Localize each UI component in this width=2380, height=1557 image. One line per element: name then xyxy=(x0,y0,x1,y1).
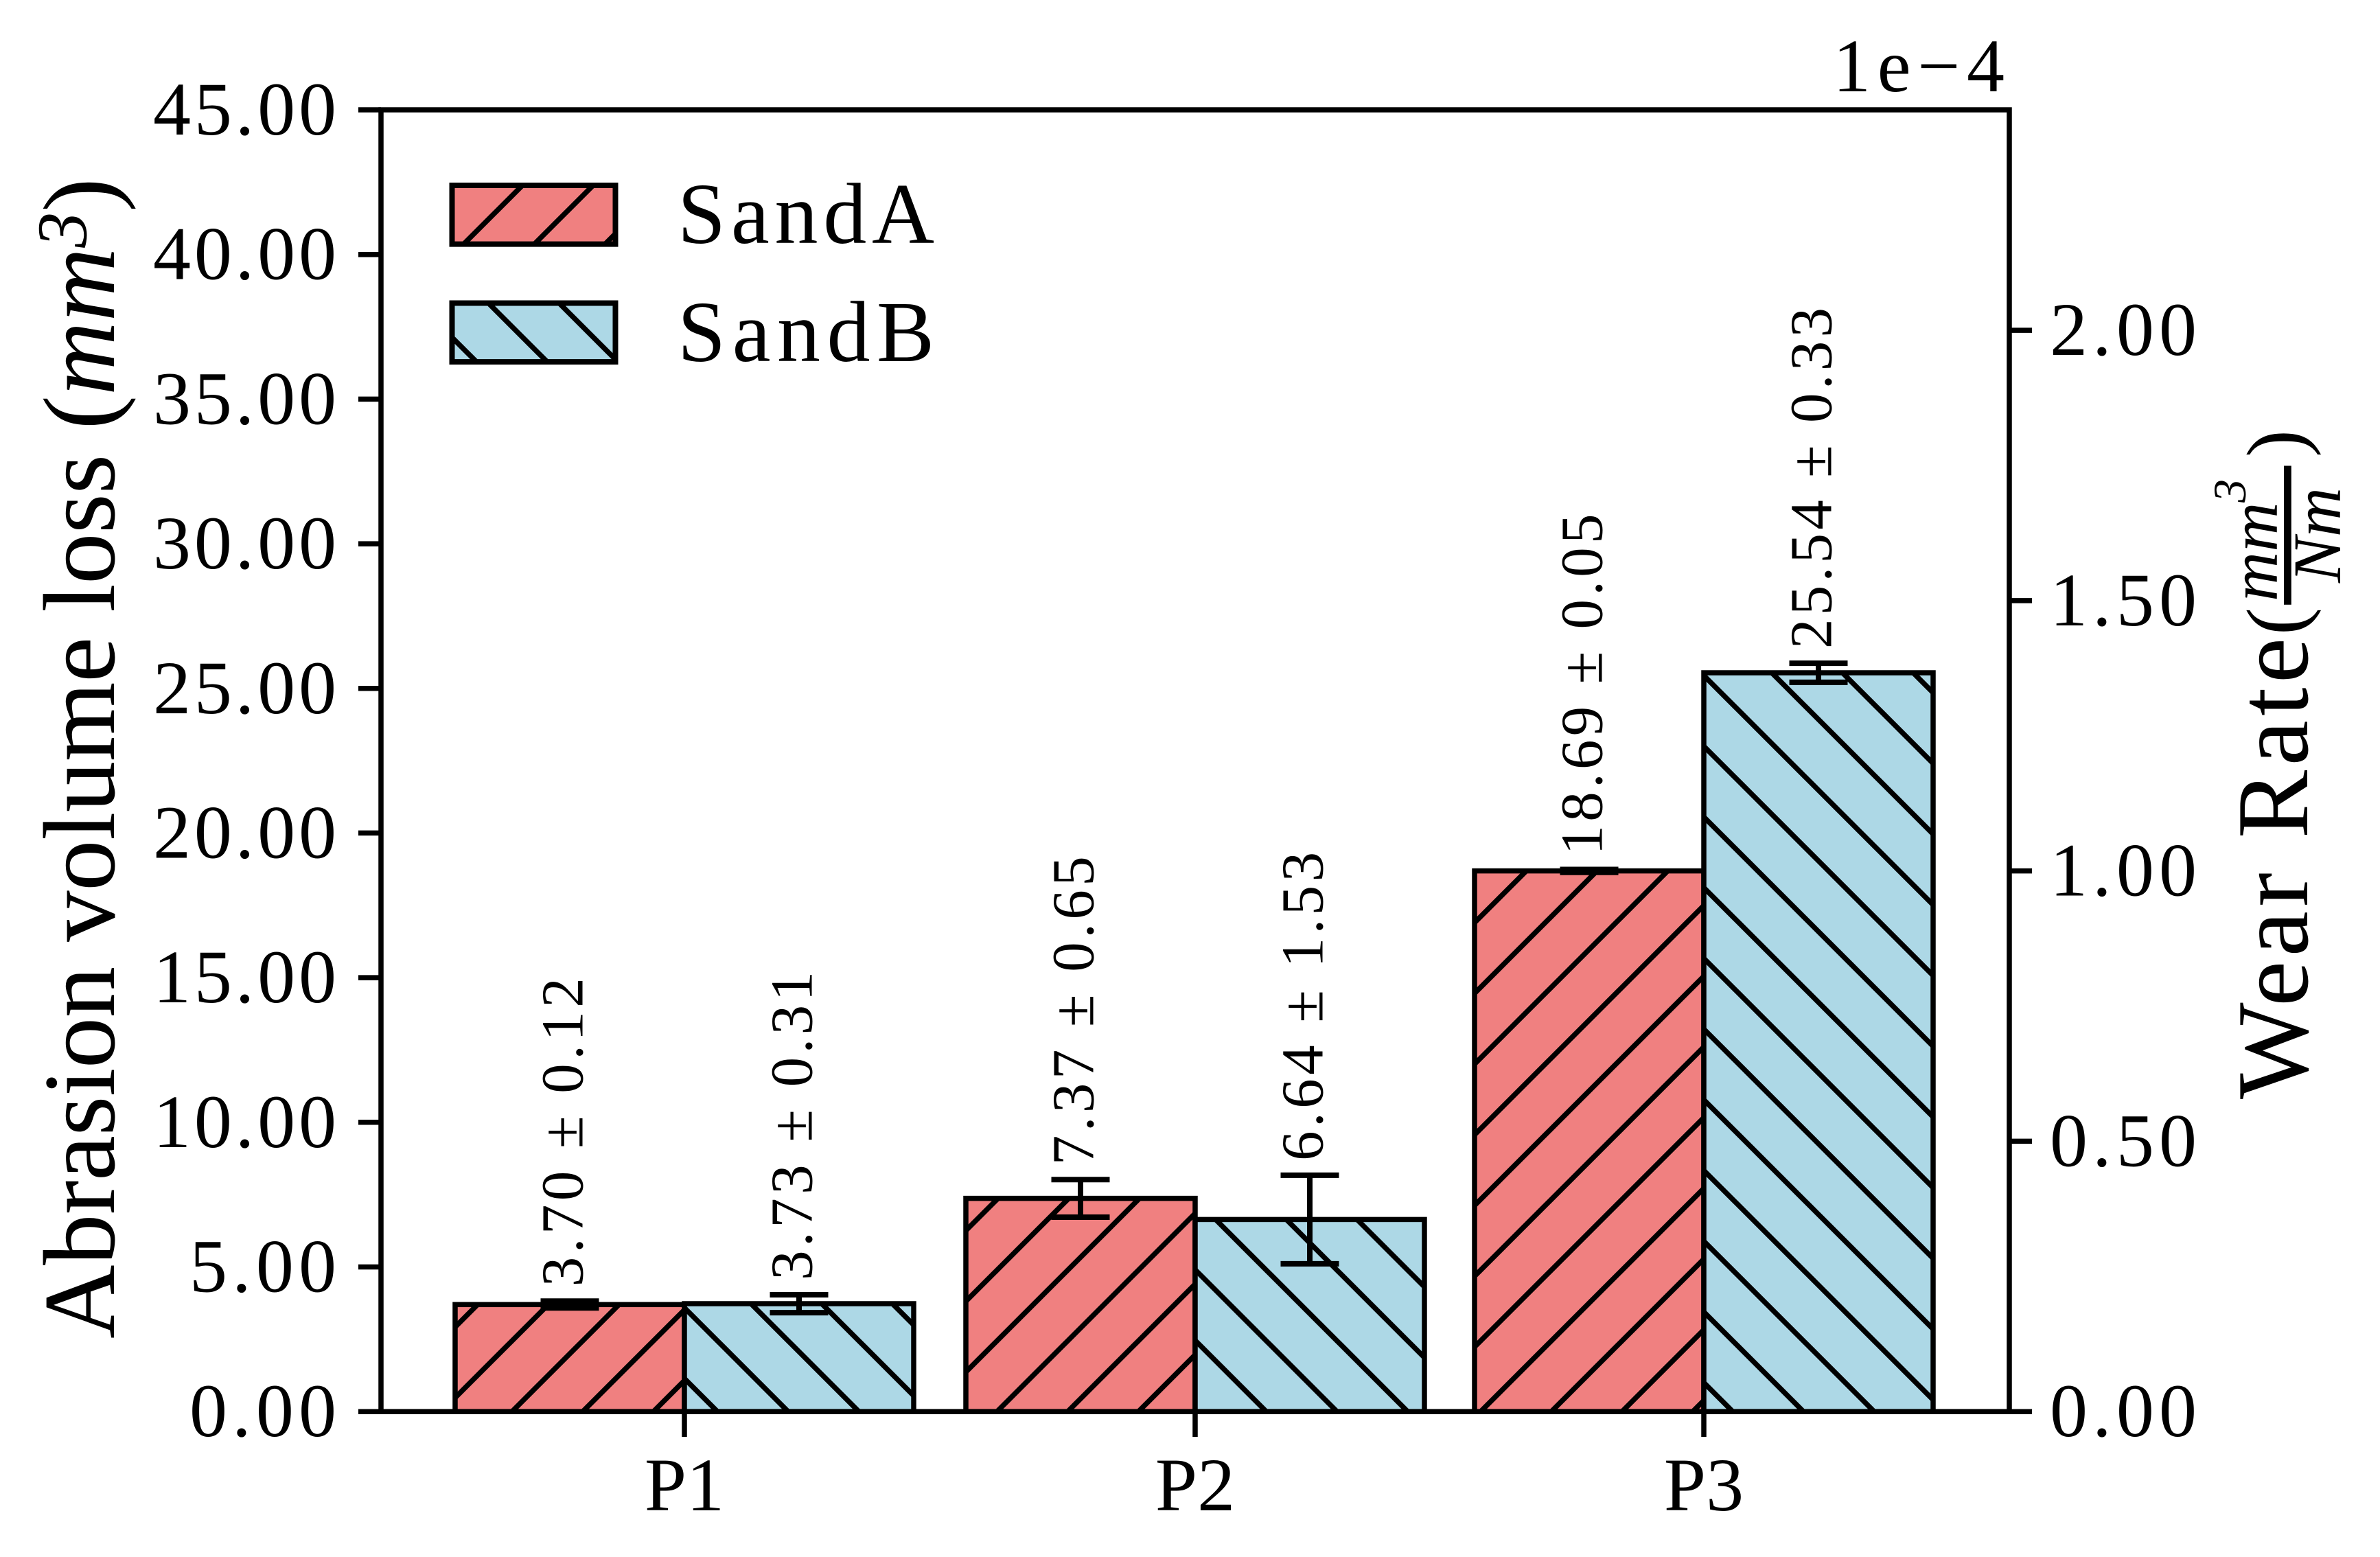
svg-text:1.00: 1.00 xyxy=(2050,829,2197,912)
svg-text:10.00: 10.00 xyxy=(153,1080,336,1164)
svg-text:6.64 ± 1.53: 6.64 ± 1.53 xyxy=(1269,852,1336,1161)
svg-text:3: 3 xyxy=(23,212,102,249)
svg-text:SandB: SandB xyxy=(678,285,934,380)
svg-text:40.00: 40.00 xyxy=(153,212,336,296)
svg-text:P2: P2 xyxy=(1155,1443,1235,1527)
svg-text:2.00: 2.00 xyxy=(2050,288,2197,371)
svg-text:35.00: 35.00 xyxy=(153,356,336,440)
svg-text:3: 3 xyxy=(2204,479,2256,503)
svg-text:20.00: 20.00 xyxy=(153,790,336,874)
svg-text:mm: mm xyxy=(2216,503,2292,601)
svg-text:0.50: 0.50 xyxy=(2050,1098,2197,1182)
svg-text:3.73 ± 0.31: 3.73 ± 0.31 xyxy=(759,971,825,1280)
svg-text:Abrasion volume loss (: Abrasion volume loss ( xyxy=(23,395,137,1339)
svg-text:30.00: 30.00 xyxy=(153,501,336,585)
svg-text:5.00: 5.00 xyxy=(189,1225,336,1308)
svg-text:): ) xyxy=(23,178,137,212)
svg-text:3.70 ± 0.12: 3.70 ± 0.12 xyxy=(529,978,596,1287)
svg-text:25.00: 25.00 xyxy=(153,646,336,730)
svg-text:0.00: 0.00 xyxy=(189,1369,336,1453)
svg-text:45.00: 45.00 xyxy=(153,67,336,151)
svg-text:): ) xyxy=(2230,430,2321,457)
svg-text:25.54 ± 0.33: 25.54 ± 0.33 xyxy=(1778,308,1845,649)
svg-text:1e−4: 1e−4 xyxy=(1833,24,2004,108)
svg-text:1.50: 1.50 xyxy=(2050,558,2197,642)
svg-text:15.00: 15.00 xyxy=(153,935,336,1019)
svg-text:SandA: SandA xyxy=(678,167,934,262)
svg-text:0.00: 0.00 xyxy=(2050,1369,2197,1453)
svg-text:P1: P1 xyxy=(645,1443,724,1527)
svg-text:P3: P3 xyxy=(1664,1443,1744,1527)
svg-text:Wear Rate: Wear Rate xyxy=(2217,638,2330,1099)
svg-text:7.37 ± 0.65: 7.37 ± 0.65 xyxy=(1040,856,1107,1165)
svg-text:18.69 ± 0.05: 18.69 ± 0.05 xyxy=(1549,514,1615,855)
svg-text:(: ( xyxy=(2230,608,2321,635)
svg-text:Nm: Nm xyxy=(2279,487,2355,584)
svg-text:mm: mm xyxy=(23,248,137,395)
